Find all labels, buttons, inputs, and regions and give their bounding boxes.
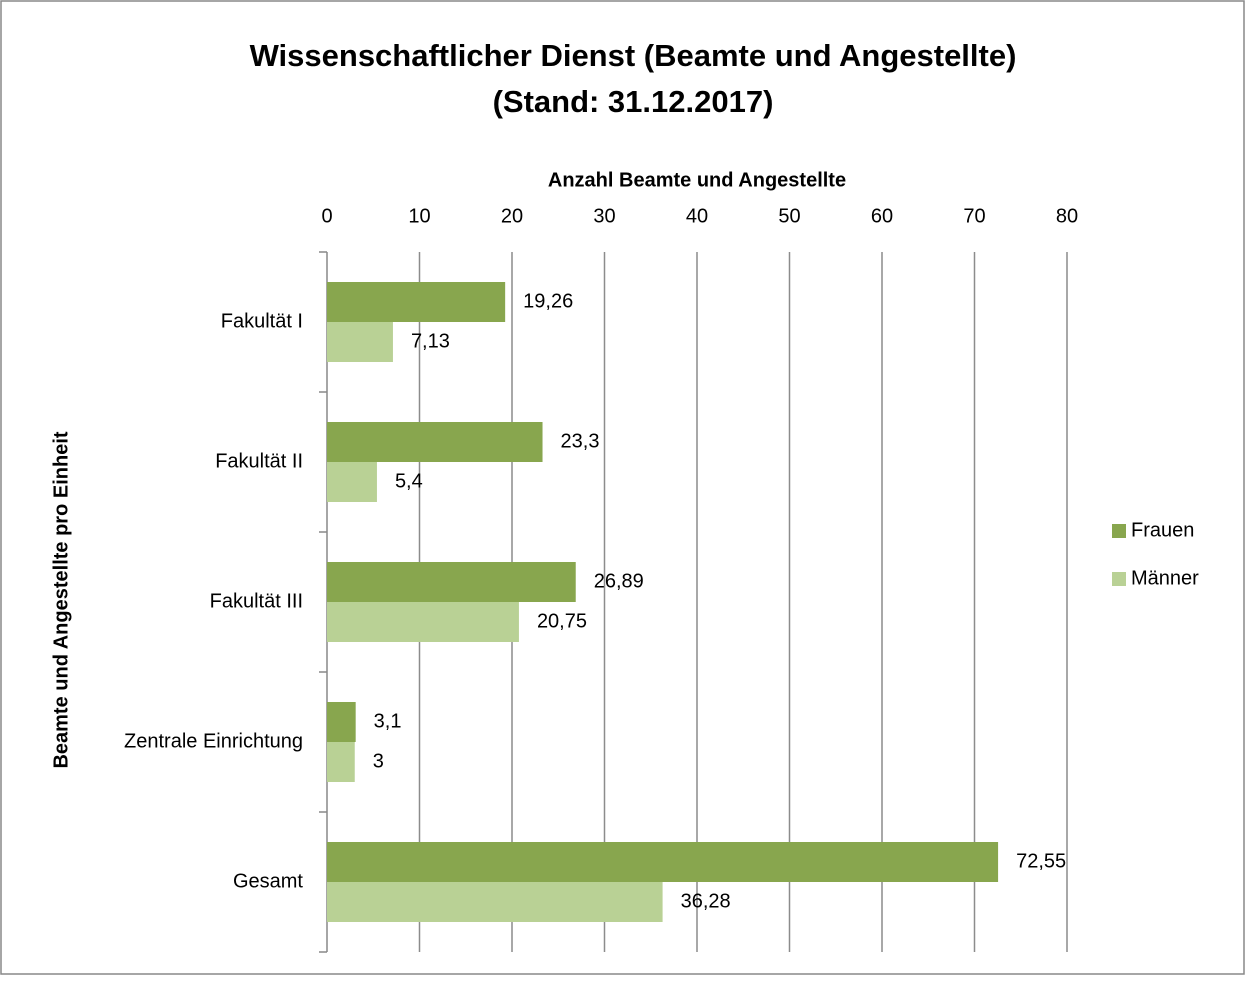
data-label: 72,55 [1016, 850, 1066, 872]
y-tick-label: Fakultät III [210, 590, 303, 612]
bar [327, 602, 519, 642]
y-tick-label: Gesamt [233, 870, 303, 892]
data-label: 26,89 [594, 570, 644, 592]
y-axis-label: Beamte und Angestellte pro Einheit [50, 431, 72, 768]
y-tick-label: Fakultät II [215, 450, 303, 472]
data-label: 20,75 [537, 610, 587, 632]
legend-label: Frauen [1131, 519, 1194, 541]
data-label: 19,26 [523, 290, 573, 312]
x-tick-label: 30 [593, 205, 615, 227]
chart-title: Wissenschaftlicher Dienst (Beamte und An… [250, 38, 1017, 73]
x-axis-label: Anzahl Beamte und Angestellte [548, 169, 846, 191]
y-tick-label: Zentrale Einrichtung [124, 730, 303, 752]
legend-swatch [1112, 572, 1126, 586]
bar [327, 322, 393, 362]
category-ticks [319, 251, 327, 953]
data-label: 23,3 [561, 430, 600, 452]
bar [327, 702, 356, 742]
chart-subtitle: (Stand: 31.12.2017) [493, 84, 774, 119]
data-label: 3 [373, 750, 384, 772]
x-tick-label: 60 [871, 205, 893, 227]
legend-swatch [1112, 524, 1126, 538]
x-tick-label: 40 [686, 205, 708, 227]
x-tick-label: 80 [1056, 205, 1078, 227]
bar [327, 882, 663, 922]
y-tick-label: Fakultät I [221, 310, 303, 332]
x-tick-label: 70 [963, 205, 985, 227]
bar [327, 462, 377, 502]
bar [327, 842, 999, 882]
bar [327, 562, 576, 602]
bar [327, 282, 506, 322]
bar [327, 422, 543, 462]
data-label: 5,4 [395, 470, 423, 492]
legend-label: Männer [1131, 567, 1199, 589]
data-label: 7,13 [411, 330, 450, 352]
x-tick-label: 50 [778, 205, 800, 227]
data-label: 36,28 [681, 890, 731, 912]
x-tick-label: 10 [408, 205, 430, 227]
x-tick-label: 0 [321, 205, 332, 227]
data-label: 3,1 [374, 710, 402, 732]
bar [327, 742, 355, 782]
x-tick-label: 20 [501, 205, 523, 227]
